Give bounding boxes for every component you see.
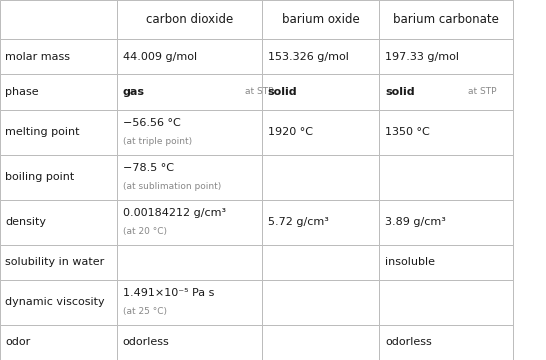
Bar bbox=[0, 154, 117, 199]
Text: solid: solid bbox=[268, 87, 297, 97]
Text: phase: phase bbox=[5, 87, 39, 97]
Bar bbox=[262, 280, 379, 325]
Bar bbox=[262, 325, 379, 360]
Bar bbox=[117, 39, 262, 75]
Text: 197.33 g/mol: 197.33 g/mol bbox=[385, 52, 459, 62]
Bar bbox=[0, 244, 117, 280]
Text: odorless: odorless bbox=[385, 337, 432, 347]
Text: 153.326 g/mol: 153.326 g/mol bbox=[268, 52, 348, 62]
Text: −78.5 °C: −78.5 °C bbox=[123, 163, 174, 173]
Bar bbox=[379, 325, 513, 360]
Text: odorless: odorless bbox=[123, 337, 170, 347]
Bar bbox=[117, 244, 262, 280]
Text: barium carbonate: barium carbonate bbox=[394, 13, 499, 26]
Text: solubility in water: solubility in water bbox=[5, 257, 105, 267]
Text: barium oxide: barium oxide bbox=[282, 13, 360, 26]
Bar bbox=[379, 280, 513, 325]
Text: −56.56 °C: −56.56 °C bbox=[123, 118, 181, 128]
Text: (at triple point): (at triple point) bbox=[123, 136, 192, 145]
Text: molar mass: molar mass bbox=[5, 52, 70, 62]
Bar bbox=[117, 154, 262, 199]
Text: dynamic viscosity: dynamic viscosity bbox=[5, 297, 105, 307]
Bar bbox=[262, 39, 379, 75]
Text: carbon dioxide: carbon dioxide bbox=[146, 13, 233, 26]
Bar bbox=[0, 280, 117, 325]
Bar bbox=[379, 244, 513, 280]
Text: density: density bbox=[5, 217, 46, 227]
Text: insoluble: insoluble bbox=[385, 257, 435, 267]
Bar bbox=[0, 39, 117, 75]
Bar bbox=[379, 39, 513, 75]
Bar bbox=[117, 109, 262, 154]
Text: (at 25 °C): (at 25 °C) bbox=[123, 307, 167, 316]
Bar bbox=[0, 325, 117, 360]
Bar bbox=[117, 280, 262, 325]
Bar bbox=[262, 199, 379, 244]
Text: melting point: melting point bbox=[5, 127, 80, 137]
Text: boiling point: boiling point bbox=[5, 172, 75, 182]
Bar bbox=[262, 244, 379, 280]
Text: odor: odor bbox=[5, 337, 31, 347]
Text: at STP: at STP bbox=[468, 87, 497, 96]
Bar bbox=[0, 109, 117, 154]
Bar bbox=[262, 154, 379, 199]
Text: 0.00184212 g/cm³: 0.00184212 g/cm³ bbox=[123, 208, 226, 218]
Bar bbox=[379, 75, 513, 109]
Text: 1.491×10⁻⁵ Pa s: 1.491×10⁻⁵ Pa s bbox=[123, 288, 214, 298]
Text: (at sublimation point): (at sublimation point) bbox=[123, 181, 221, 190]
Text: (at 20 °C): (at 20 °C) bbox=[123, 226, 167, 235]
Bar bbox=[379, 154, 513, 199]
Bar bbox=[262, 0, 379, 39]
Bar bbox=[0, 199, 117, 244]
Bar bbox=[379, 199, 513, 244]
Text: at STP: at STP bbox=[245, 87, 274, 96]
Bar bbox=[0, 0, 117, 39]
Text: 1920 °C: 1920 °C bbox=[268, 127, 312, 137]
Bar bbox=[117, 0, 262, 39]
Text: 44.009 g/mol: 44.009 g/mol bbox=[123, 52, 197, 62]
Text: 5.72 g/cm³: 5.72 g/cm³ bbox=[268, 217, 328, 227]
Bar bbox=[117, 325, 262, 360]
Text: 3.89 g/cm³: 3.89 g/cm³ bbox=[385, 217, 446, 227]
Bar bbox=[379, 109, 513, 154]
Bar bbox=[379, 0, 513, 39]
Bar bbox=[262, 109, 379, 154]
Bar bbox=[117, 75, 262, 109]
Bar bbox=[0, 75, 117, 109]
Text: 1350 °C: 1350 °C bbox=[385, 127, 430, 137]
Bar bbox=[262, 75, 379, 109]
Bar bbox=[117, 199, 262, 244]
Text: solid: solid bbox=[385, 87, 414, 97]
Text: gas: gas bbox=[123, 87, 145, 97]
